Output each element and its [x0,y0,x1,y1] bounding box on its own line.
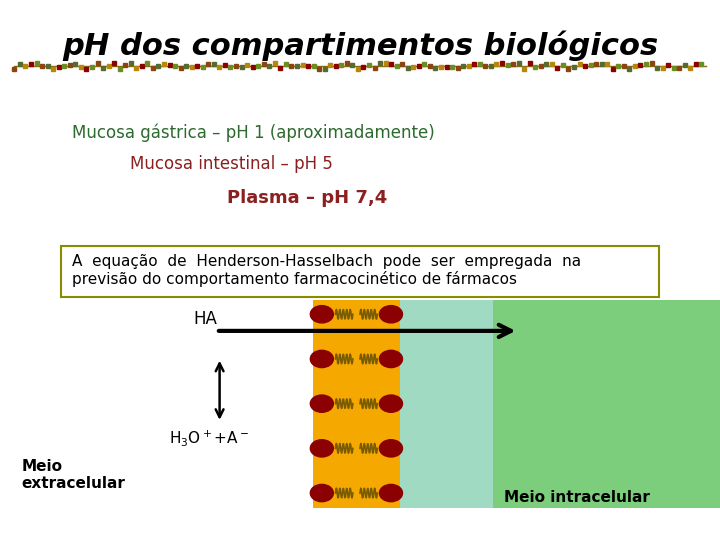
Bar [400,300,493,508]
Circle shape [310,484,333,502]
Bar [400,300,720,508]
Text: H$_3$O$^+$+A$^-$: H$_3$O$^+$+A$^-$ [169,428,249,448]
Circle shape [379,395,402,413]
Text: Mucosa gástrica – pH 1 (aproximadamente): Mucosa gástrica – pH 1 (aproximadamente) [72,123,435,141]
Circle shape [379,440,402,457]
Circle shape [310,350,333,368]
Circle shape [310,395,333,413]
Text: Meio intracelular: Meio intracelular [504,490,650,505]
Text: pH dos compartimentos biológicos: pH dos compartimentos biológicos [62,31,658,61]
Circle shape [379,306,402,323]
Circle shape [310,306,333,323]
Bar [313,300,400,508]
Circle shape [379,350,402,368]
Text: HA: HA [193,310,217,328]
Text: Plasma – pH 7,4: Plasma – pH 7,4 [227,189,387,207]
Text: Meio
extracelular: Meio extracelular [22,459,125,491]
Circle shape [379,484,402,502]
Text: A  equação  de  Henderson-Hasselbach  pode  ser  empregada  na: A equação de Henderson-Hasselbach pode s… [72,254,581,269]
Circle shape [310,440,333,457]
Bar [61,246,659,297]
Text: Mucosa intestinal – pH 5: Mucosa intestinal – pH 5 [130,154,333,173]
Text: previsão do comportamento farmacocinético de fármacos: previsão do comportamento farmacocinétic… [72,272,517,287]
